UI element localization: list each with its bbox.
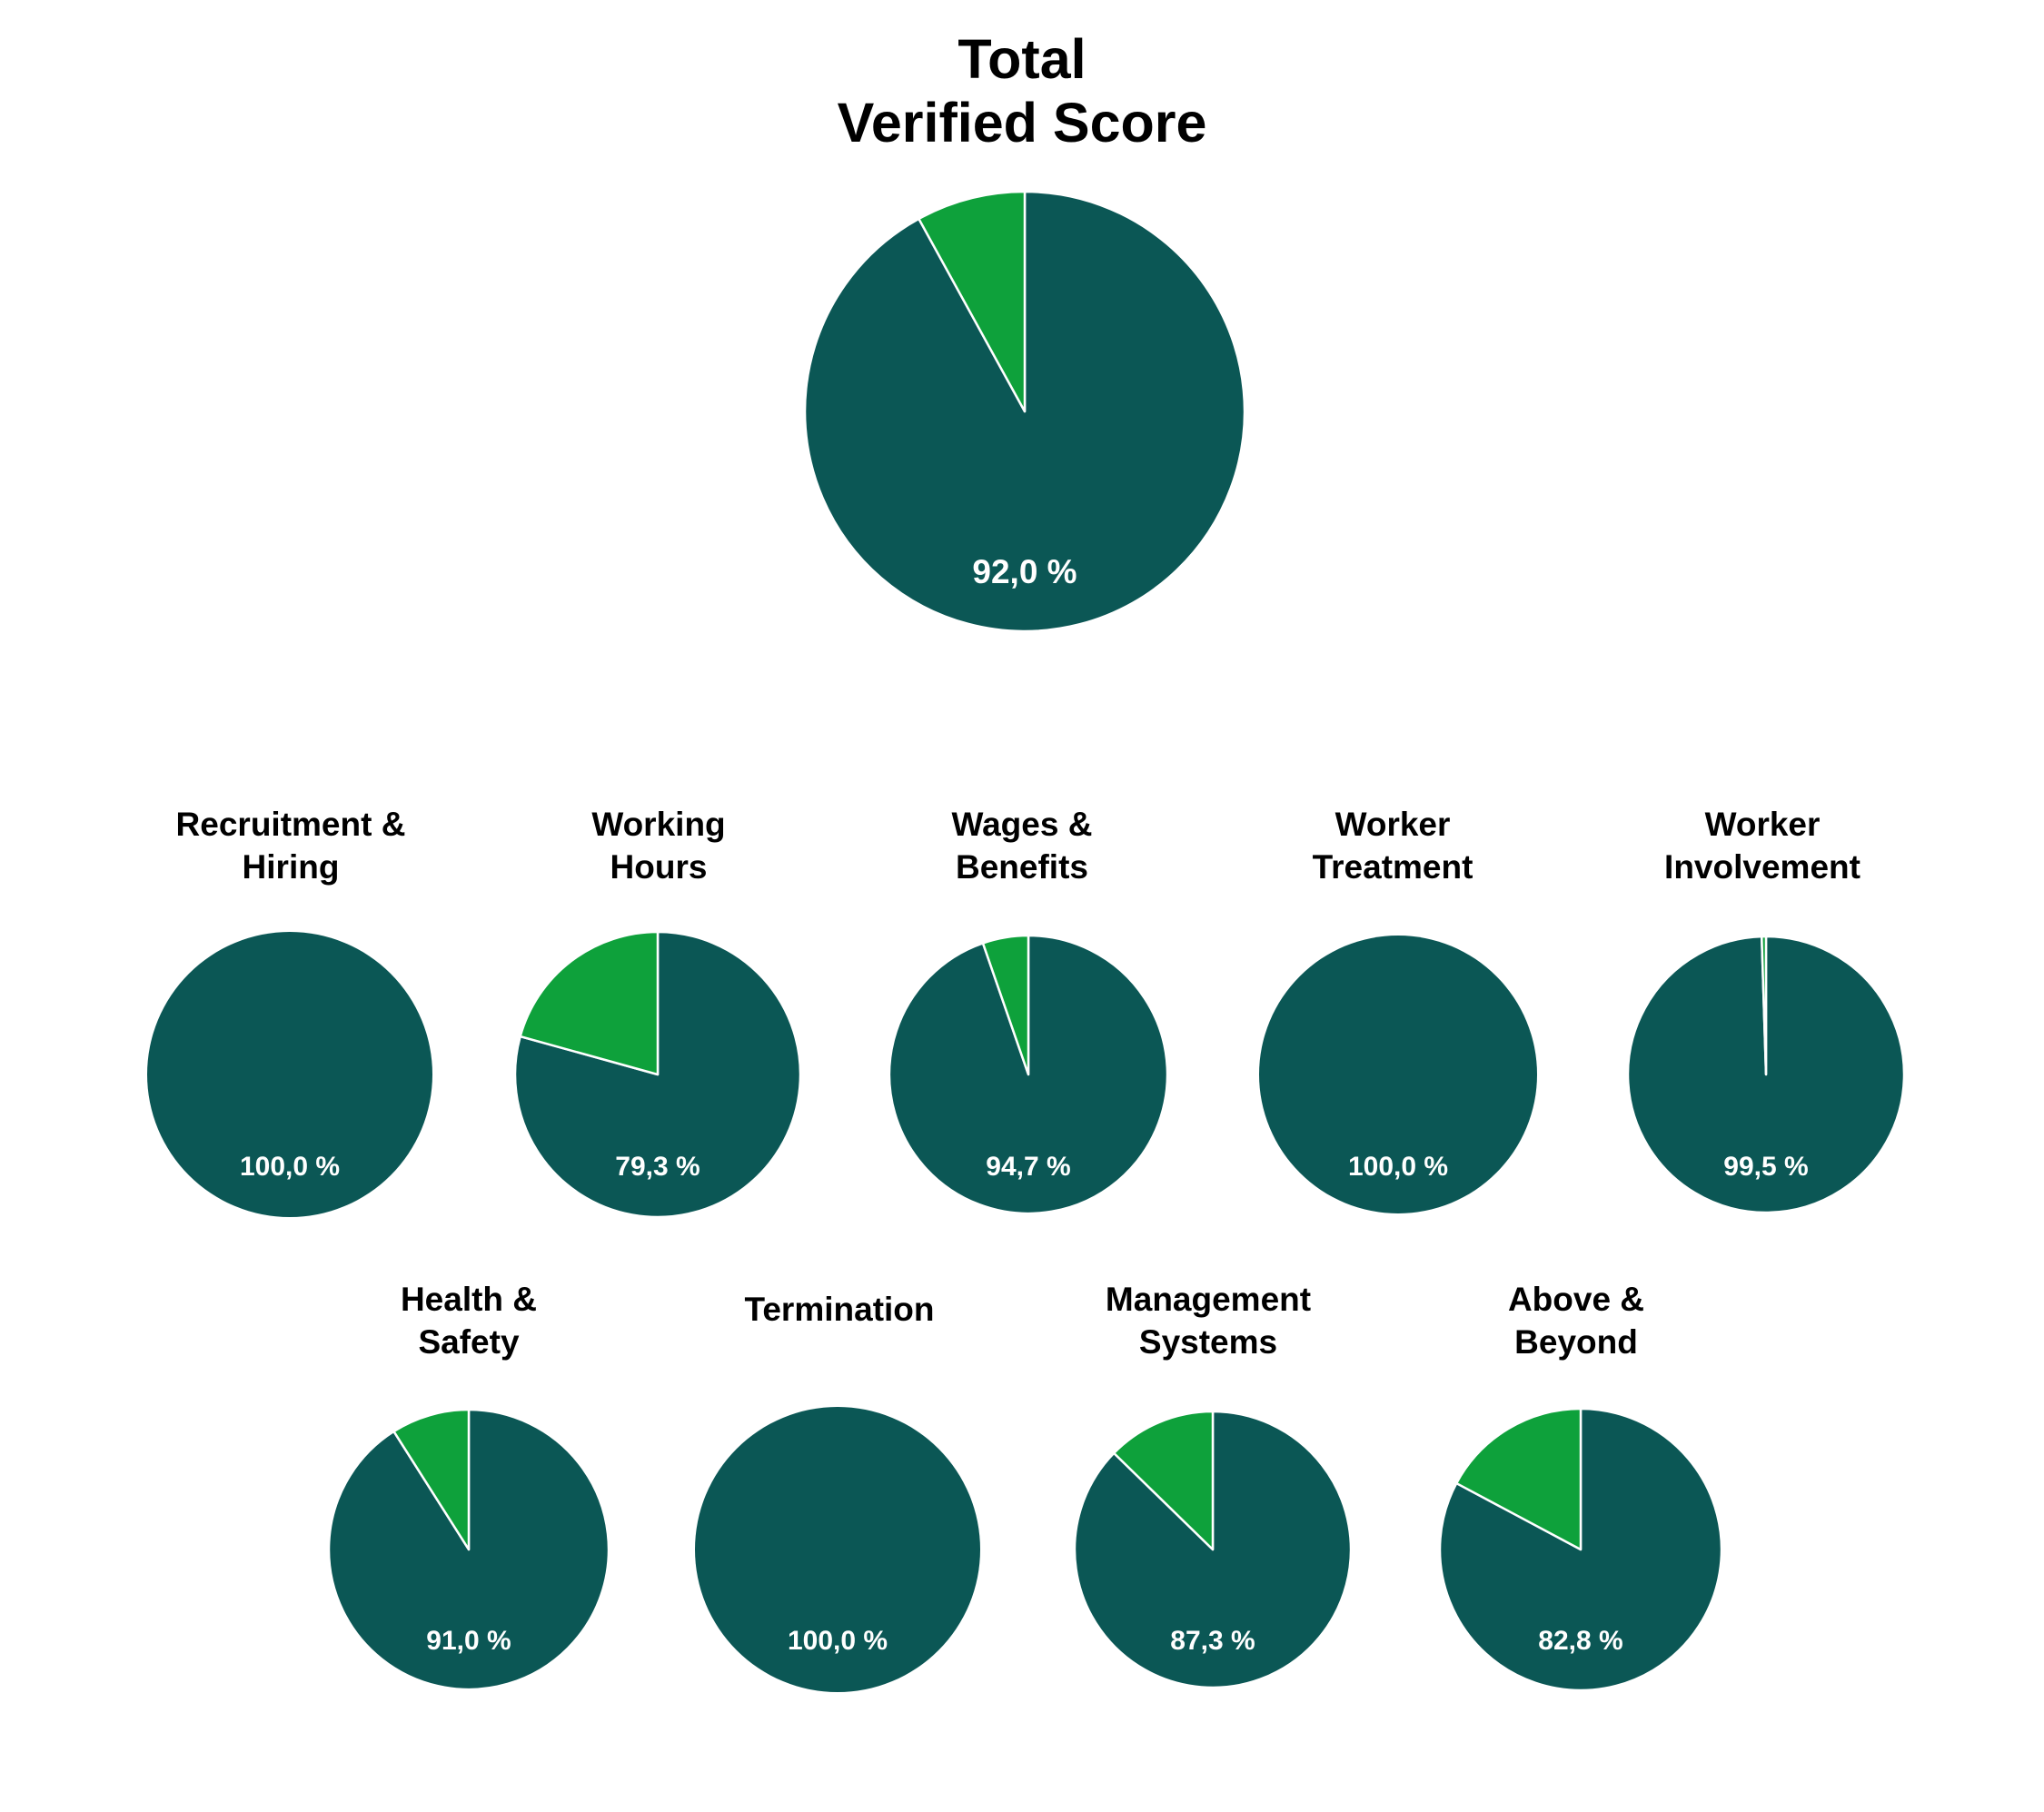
title-line: Working bbox=[591, 806, 726, 843]
pie-chart-9: 82,8 % bbox=[1438, 1407, 1723, 1692]
title-line: Beyond bbox=[1514, 1323, 1638, 1361]
pie-chart-5: 99,5 % bbox=[1626, 935, 1906, 1214]
pie-value-label: 91,0 % bbox=[426, 1626, 511, 1656]
pie-chart-7: 100,0 % bbox=[695, 1407, 980, 1692]
title-health-safety: Health & Safety bbox=[314, 1278, 623, 1363]
title-line: Systems bbox=[1138, 1323, 1278, 1361]
title-line: Benefits bbox=[956, 848, 1088, 886]
pie-value-label: 99,5 % bbox=[1723, 1152, 1808, 1182]
pie-value-label: 87,3 % bbox=[1170, 1626, 1255, 1656]
title-line: Wages & bbox=[951, 806, 1093, 843]
title-line: Worker bbox=[1704, 806, 1821, 843]
title-management-systems: Management Systems bbox=[1054, 1278, 1363, 1363]
title-line: Termination bbox=[744, 1291, 935, 1328]
pie-slice-remainder bbox=[392, 1408, 471, 1551]
title-line: Hours bbox=[610, 848, 708, 886]
pie-chart-3: 94,7 % bbox=[888, 934, 1169, 1215]
title-working-hours: Working Hours bbox=[504, 803, 813, 888]
title-line: Involvement bbox=[1664, 848, 1860, 886]
pie-value-label: 100,0 % bbox=[1348, 1152, 1448, 1182]
pie-value-label: 82,8 % bbox=[1538, 1626, 1622, 1656]
pie-slice-remainder bbox=[519, 930, 660, 1076]
pie-value-label: 94,7 % bbox=[986, 1152, 1070, 1182]
pie-chart-8: 87,3 % bbox=[1073, 1410, 1353, 1689]
pie-slice-score bbox=[147, 932, 432, 1217]
title-termination: Termination bbox=[685, 1288, 994, 1331]
pie-value-label: 100,0 % bbox=[240, 1152, 340, 1182]
pie-slice-remainder bbox=[981, 934, 1030, 1076]
title-line: Health & bbox=[400, 1281, 538, 1318]
pie-value-label: 100,0 % bbox=[788, 1626, 888, 1656]
pie-slice-score bbox=[1259, 936, 1537, 1213]
title-line: Treatment bbox=[1312, 848, 1473, 886]
pie-slice-remainder bbox=[1454, 1407, 1583, 1551]
title-line: Safety bbox=[418, 1323, 520, 1361]
pie-slice-remainder bbox=[1112, 1410, 1215, 1551]
title-worker-involvement: Worker Involvement bbox=[1608, 803, 1917, 888]
pie-chart-4: 100,0 % bbox=[1259, 936, 1537, 1213]
title-wages-benefits: Wages & Benefits bbox=[868, 803, 1176, 888]
pie-chart-1: 100,0 % bbox=[147, 932, 432, 1217]
page-title-line-2: Verified Score bbox=[837, 92, 1207, 153]
title-line: Management bbox=[1105, 1281, 1312, 1318]
pie-chart-2: 79,3 % bbox=[513, 930, 802, 1219]
pie-chart-6: 91,0 % bbox=[327, 1408, 610, 1691]
pie-slice-score bbox=[513, 930, 802, 1219]
page-title-line-1: Total bbox=[958, 28, 1086, 90]
title-line: Hiring bbox=[242, 848, 340, 886]
title-worker-treatment: Worker Treatment bbox=[1238, 803, 1547, 888]
page-title: Total Verified Score bbox=[0, 27, 2044, 154]
pie-value-label: 79,3 % bbox=[615, 1152, 700, 1182]
pie-slice-remainder bbox=[1760, 935, 1768, 1076]
pie-chart-0: 92,0 % bbox=[803, 190, 1246, 633]
pie-slice-score bbox=[695, 1407, 980, 1692]
title-line: Worker bbox=[1335, 806, 1451, 843]
pie-value-label: 92,0 % bbox=[972, 553, 1077, 590]
title-line: Above & bbox=[1507, 1281, 1645, 1318]
title-line: Recruitment & bbox=[175, 806, 406, 843]
title-recruitment-hiring: Recruitment & Hiring bbox=[136, 803, 445, 888]
pie-slice-remainder bbox=[918, 190, 1027, 413]
title-above-beyond: Above & Beyond bbox=[1422, 1278, 1731, 1363]
